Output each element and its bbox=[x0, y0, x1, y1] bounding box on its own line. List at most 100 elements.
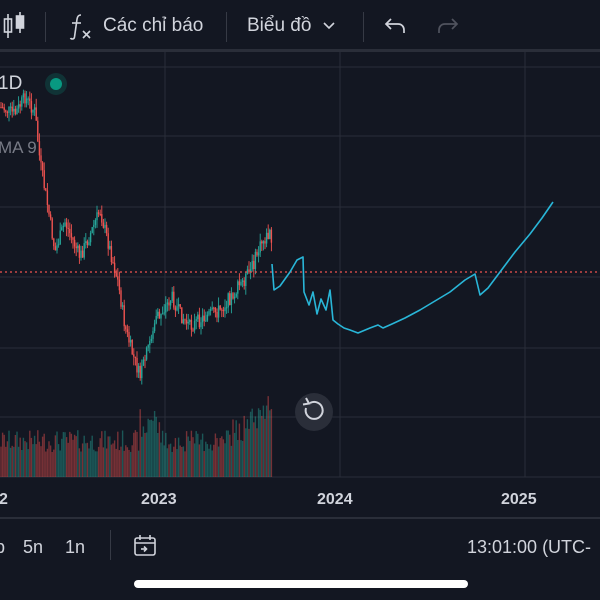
candle-body bbox=[160, 313, 162, 319]
candles-icon[interactable] bbox=[2, 0, 28, 52]
volume-bar bbox=[136, 431, 138, 477]
price-chart[interactable]: 2 2023 2024 2025 bbox=[0, 52, 600, 517]
candle-body bbox=[243, 280, 245, 286]
volume-bar bbox=[155, 416, 157, 477]
candle-body bbox=[256, 251, 258, 256]
volume-bar bbox=[262, 405, 265, 477]
candle-body bbox=[78, 245, 81, 258]
chart-type-dropdown[interactable]: Biểu đồ bbox=[247, 0, 337, 52]
volume-bar bbox=[83, 435, 85, 477]
candle-body bbox=[22, 93, 25, 98]
candle-body bbox=[85, 241, 87, 244]
volume-bar bbox=[149, 420, 151, 477]
candle-body bbox=[9, 106, 12, 108]
candle-body bbox=[158, 311, 161, 319]
bottom-toolbar: b 5n 1n 13:01:00 (UTC- bbox=[0, 517, 600, 600]
volume-bar bbox=[211, 450, 213, 477]
volume-bar bbox=[249, 411, 252, 477]
volume-bar bbox=[27, 449, 29, 477]
candle-body bbox=[245, 273, 247, 286]
volume-bar bbox=[94, 451, 97, 477]
indicators-button[interactable]: Các chỉ báo bbox=[68, 0, 203, 52]
undo-button[interactable] bbox=[383, 0, 407, 52]
volume-bar bbox=[225, 430, 228, 477]
range-button-partial[interactable]: b bbox=[0, 537, 6, 557]
volume-bar bbox=[38, 441, 41, 477]
candle-body bbox=[168, 302, 170, 306]
volume-bar bbox=[89, 440, 92, 477]
volume-bar bbox=[192, 437, 194, 477]
reset-icon bbox=[304, 400, 324, 420]
candle-body bbox=[171, 291, 173, 301]
volume-bar bbox=[51, 451, 53, 477]
volume-bar bbox=[133, 432, 135, 477]
volume-bar bbox=[165, 432, 167, 477]
volume-bar bbox=[187, 436, 189, 477]
candle-body bbox=[182, 319, 185, 324]
candle-body bbox=[144, 359, 146, 361]
candle-body bbox=[38, 141, 41, 156]
candle-body bbox=[198, 314, 201, 328]
candle-body bbox=[112, 262, 114, 264]
volume-bar bbox=[176, 449, 178, 477]
volume-bar bbox=[251, 408, 253, 477]
candle-body bbox=[155, 316, 157, 324]
candle-body bbox=[161, 313, 164, 315]
candle-body bbox=[131, 340, 133, 355]
candle-body bbox=[251, 260, 253, 270]
volume-bar bbox=[78, 448, 81, 477]
candle-body bbox=[104, 224, 106, 228]
volume-bar bbox=[248, 428, 250, 477]
clock-timezone[interactable]: 13:01:00 (UTC- bbox=[467, 537, 592, 557]
candle-body bbox=[133, 354, 135, 357]
candle-body bbox=[249, 269, 252, 273]
reset-chart-button[interactable] bbox=[295, 393, 333, 431]
volume-bar bbox=[190, 430, 193, 477]
ma-indicator-label[interactable]: MA 9 bbox=[0, 138, 37, 157]
volume-bar bbox=[157, 432, 159, 477]
volume-bar bbox=[240, 440, 242, 477]
candle-body bbox=[261, 241, 263, 244]
volume-bar bbox=[121, 430, 124, 477]
chart-pane[interactable]: 2 2023 2024 2025 1D MA 9 bbox=[0, 52, 600, 517]
candle-body bbox=[120, 290, 122, 307]
candle-body bbox=[51, 218, 53, 239]
candle-body bbox=[3, 107, 5, 111]
volume-bar bbox=[24, 441, 26, 477]
candle-body bbox=[115, 272, 117, 277]
candle-body bbox=[179, 304, 181, 308]
candle-body bbox=[205, 320, 207, 322]
candle-body bbox=[157, 311, 159, 317]
volume-bar bbox=[107, 436, 109, 477]
symbol-legend[interactable]: 1D bbox=[0, 72, 63, 96]
interval-label: 1D bbox=[0, 73, 23, 94]
volume-bar bbox=[270, 409, 273, 477]
volume-bar bbox=[222, 439, 225, 477]
candle-body bbox=[222, 310, 225, 312]
volume-bar bbox=[237, 440, 239, 477]
volume-bar bbox=[257, 408, 260, 477]
date-range-button[interactable] bbox=[132, 533, 158, 564]
candle-body bbox=[8, 106, 10, 113]
candle-body bbox=[57, 244, 60, 246]
volume-bar bbox=[57, 444, 60, 477]
candle-body bbox=[46, 190, 49, 206]
candle-body bbox=[121, 305, 124, 307]
volume-bar bbox=[97, 446, 100, 477]
volume-bar bbox=[181, 447, 183, 477]
candle-body bbox=[45, 188, 47, 191]
volume-bar bbox=[173, 446, 175, 477]
range-5y-button[interactable]: 5n bbox=[23, 537, 44, 557]
candle-body bbox=[14, 108, 17, 114]
candle-body bbox=[125, 326, 127, 330]
x-tick-label: 2024 bbox=[317, 491, 353, 508]
redo-button[interactable] bbox=[436, 0, 460, 52]
candle-body bbox=[43, 170, 45, 189]
candle-body bbox=[235, 293, 237, 297]
candle-body bbox=[137, 365, 140, 373]
range-1y-button[interactable]: 1n bbox=[65, 537, 86, 557]
volume-bar bbox=[75, 436, 77, 477]
candle-body bbox=[126, 329, 129, 332]
candle-body bbox=[230, 293, 233, 306]
toolbar-divider bbox=[226, 12, 227, 42]
